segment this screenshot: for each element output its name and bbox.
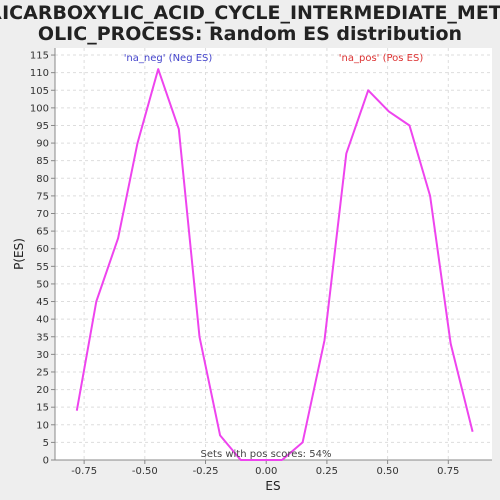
y-tick-label: 30 [36,350,49,361]
y-tick-label: 5 [43,438,49,449]
es-distribution-line [75,68,474,461]
x-tick-label: 0.75 [437,466,459,477]
x-tick-label: 0.00 [255,466,277,477]
chart-title-line2: OLIC_PROCESS: Random ES distribution [38,23,462,45]
x-tick-label: 0.25 [316,466,338,477]
grid-lines [55,48,492,460]
y-tick-label: 20 [36,385,49,396]
y-tick-label: 40 [36,315,49,326]
chart-title-line1: TRICARBOXYLIC_ACID_CYCLE_INTERMEDIATE_ME… [0,2,500,24]
x-axis-label: ES [265,479,280,493]
y-tick-label: 25 [36,367,49,378]
y-tick-label: 115 [30,51,49,62]
x-tick-label: -0.25 [193,466,219,477]
y-tick-label: 90 [36,139,49,150]
y-tick-label: 100 [30,103,49,114]
y-tick-label: 70 [36,209,49,220]
y-tick-label: 80 [36,174,49,185]
y-tick-label: 0 [43,456,49,467]
y-tick-label: 60 [36,244,49,255]
y-tick-label: 15 [36,403,49,414]
y-tick-label: 110 [30,68,49,79]
pos-es-label: 'na_pos' (Pos ES) [339,53,424,64]
y-tick-label: 105 [30,86,49,97]
y-axis-label: P(ES) [12,238,26,270]
y-tick-label: 65 [36,227,49,238]
x-tick-label: 0.50 [376,466,398,477]
y-axis-ticks: 0 5 10 15 20 25 30 35 40 45 50 55 60 65 70 75 80 85 90 95 10… [30,51,55,467]
y-tick-label: 50 [36,279,49,290]
series-layer [75,68,474,461]
x-tick-label: -0.75 [71,466,97,477]
y-tick-label: 45 [36,297,49,308]
y-tick-label: 35 [36,332,49,343]
pos-score-footer: Sets with pos scores: 54% [201,449,332,460]
y-tick-label: 75 [36,191,49,202]
neg-es-label: 'na_neg' (Neg ES) [124,53,213,64]
plot-area [55,48,492,460]
y-tick-label: 10 [36,420,49,431]
x-tick-label: -0.50 [132,466,158,477]
x-axis-ticks: -0.75 -0.50 -0.25 0.00 0.25 0.50 0.75 [71,460,459,477]
y-tick-label: 85 [36,156,49,167]
y-tick-label: 55 [36,262,49,273]
y-tick-label: 95 [36,121,49,132]
